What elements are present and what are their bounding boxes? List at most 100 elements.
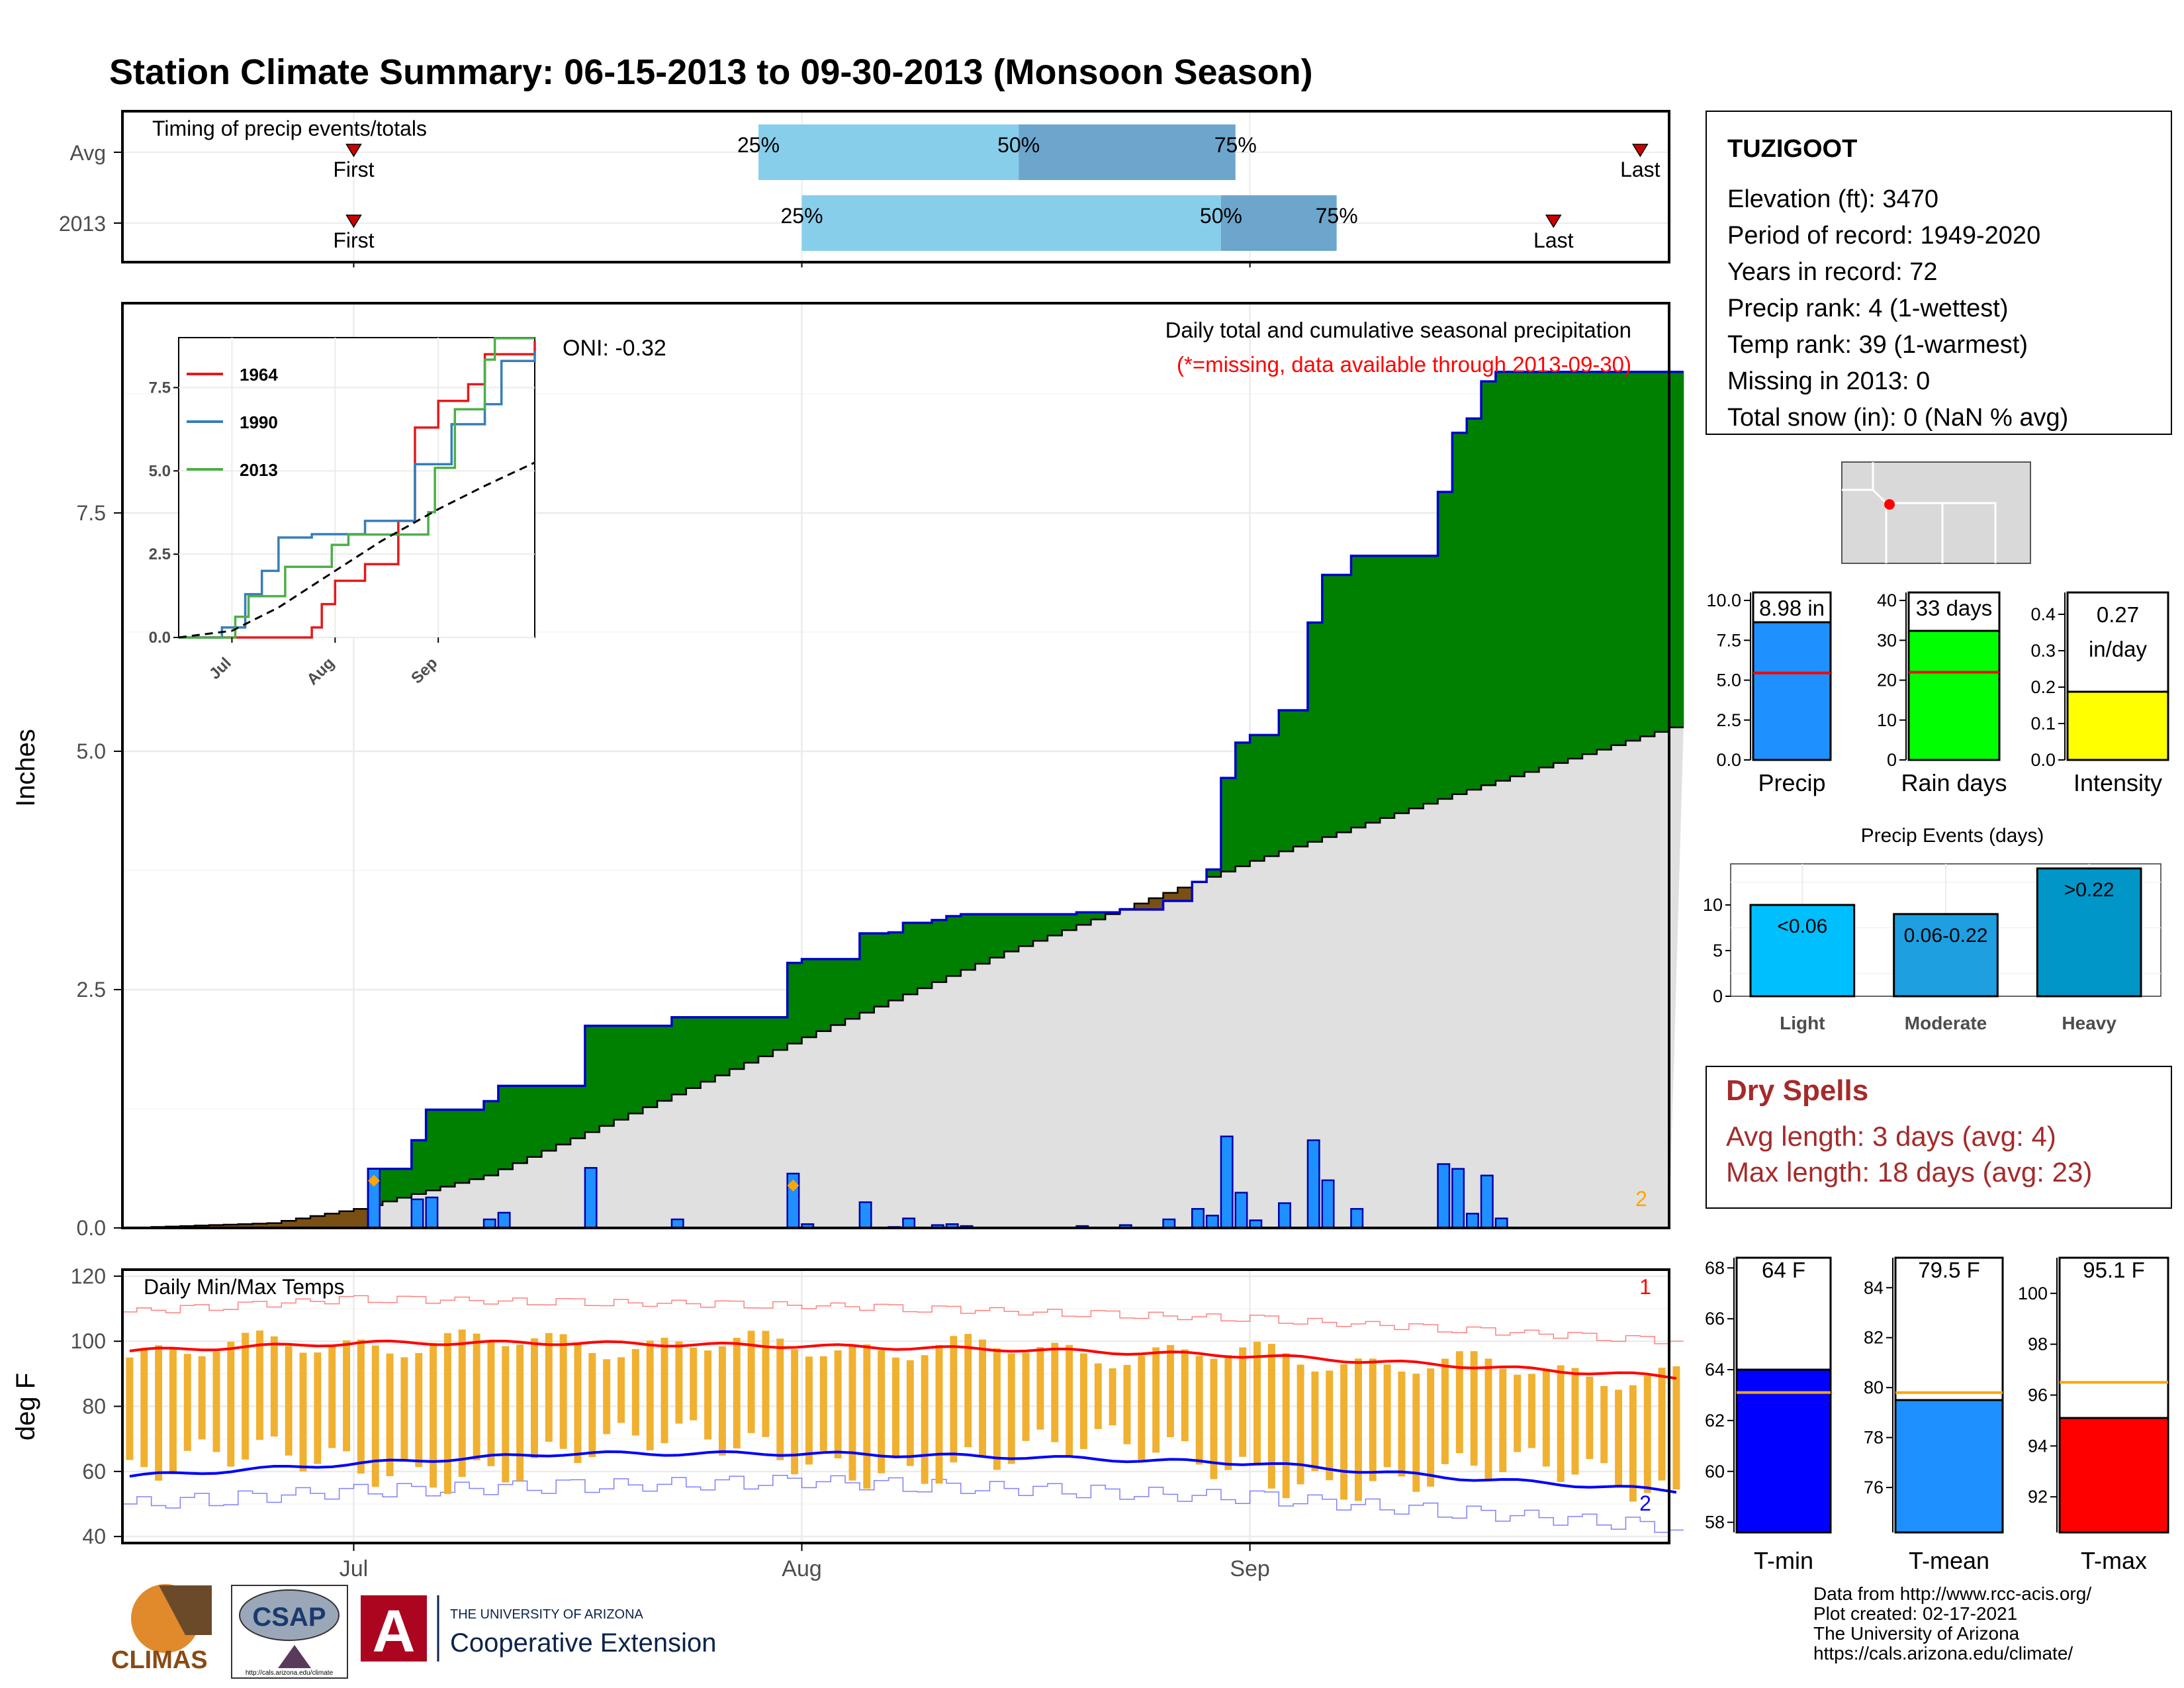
daily-temp-bar (212, 1351, 220, 1452)
daily-temp-bar (1586, 1376, 1594, 1460)
tmin-y-tick-label: 66 (1705, 1309, 1725, 1329)
precip-events-panel: Precip Events (days) <0.06 Light 0.06-0.22… (1703, 806, 2171, 1033)
daily-temp-bar (502, 1346, 510, 1483)
climas-logo-mark (159, 1585, 212, 1635)
record-high-line (122, 1295, 1684, 1344)
temp-x-tick-label: Sep (1230, 1556, 1270, 1581)
daily-temp-bar (415, 1353, 423, 1468)
tmax-value-label: 95.1 F (2083, 1258, 2145, 1282)
daily-temp-bar (921, 1355, 929, 1484)
station-missing: Missing in 2013: 0 (1727, 367, 1930, 395)
daily-temp-bar (183, 1354, 191, 1451)
daily-temp-bar (762, 1331, 770, 1437)
daily-temp-bar (1326, 1370, 1334, 1481)
timing-p50-label: 50% (1200, 204, 1242, 228)
daily-temp-bar (1658, 1368, 1666, 1481)
events-chart: <0.06 Light 0.06-0.22 Moderate >0.22 Heavy 0 5 1… (1703, 863, 2161, 1033)
ua-logo-bottom-text: Cooperative Extension (450, 1628, 716, 1658)
daily-temp-bar (690, 1348, 698, 1421)
legend-label-1990: 1990 (240, 412, 278, 432)
daily-precip-bar (1191, 1207, 1205, 1229)
page-title: Station Climate Summary: 06-15-2013 to 0… (109, 52, 1313, 92)
daily-temp-bar (906, 1360, 914, 1466)
temp-x-tick-label: Jul (340, 1556, 368, 1581)
tmin-bar (1735, 1368, 1832, 1534)
daily-precip-bar (1306, 1139, 1320, 1229)
temp-y-tick-label: 60 (82, 1460, 106, 1483)
rain-days-label: Rain days (1901, 769, 2007, 796)
daily-precip-bar (1494, 1217, 1508, 1229)
daily-precip-bar (1480, 1174, 1494, 1229)
daily-temp-bar (819, 1356, 827, 1451)
intensity-y-tick-label: 0.3 (2030, 641, 2056, 661)
daily-temp-bar (126, 1357, 134, 1460)
daily-temp-bar (155, 1345, 163, 1481)
inset-series-1964 (179, 341, 536, 639)
station-elevation: Elevation (ft): 3470 (1727, 185, 1938, 213)
station-period: Period of record: 1949-2020 (1727, 222, 2040, 250)
daily-temp-bar (805, 1356, 813, 1465)
rain-days-y-tick-label: 10 (1877, 710, 1897, 730)
temp-corner-bottom: 2 (1639, 1491, 1651, 1515)
daily-temp-bar (1455, 1351, 1463, 1454)
dry-spells-title: Dry Spells (1726, 1074, 1868, 1107)
events-category-label: Light (1780, 1013, 1825, 1033)
timing-rows: Avg 25% 50% 75% First Last 2013 25% 50% 75% First L… (59, 113, 1668, 267)
timing-panel-label: Timing of precip events/totals (152, 117, 427, 140)
events-bar-label: 0.06-0.22 (1904, 925, 1988, 947)
daily-temp-bar (1224, 1355, 1232, 1470)
tmean-panel: 76 78 80 82 84 T-mean 79.5 F (1864, 1256, 2005, 1574)
timing-first-label: First (333, 158, 374, 181)
map-region (1841, 461, 2031, 564)
intensity-y-tick-label: 0.4 (2030, 604, 2056, 624)
tmax-panel: 92 94 96 98 100 T-max 95.1 F (2018, 1256, 2171, 1574)
daily-temp-bar (531, 1338, 538, 1458)
station-years: Years in record: 72 (1727, 258, 1938, 286)
daily-temp-bar (545, 1333, 553, 1442)
timing-last-label: Last (1620, 158, 1661, 181)
rain-days-value-label: 33 days (1916, 596, 1993, 620)
daily-temp-bar (270, 1336, 278, 1437)
tmin-y-tick-label: 60 (1705, 1462, 1725, 1481)
season-precip-value-box (1752, 591, 1832, 624)
daily-temp-bar (473, 1333, 480, 1461)
daily-temp-bar (1528, 1374, 1535, 1448)
events-y-tick-label: 0 (1713, 986, 1723, 1006)
daily-temp-bar (1672, 1366, 1680, 1490)
daily-temp-bar (935, 1344, 943, 1484)
ua-logo-block (361, 1595, 427, 1662)
observed-cumulative-line (122, 370, 1684, 1229)
daily-temp-bar (1138, 1356, 1146, 1460)
daily-temp-bar (1167, 1344, 1174, 1438)
temp-x-tick-label: Aug (782, 1556, 822, 1581)
tmean-value-label: 79.5 F (1918, 1258, 1980, 1282)
timing-last-marker (1545, 214, 1562, 228)
temp-y-tick-label: 120 (71, 1264, 106, 1288)
legend-label-2013: 2013 (240, 460, 278, 480)
daily-temp-bar (285, 1346, 293, 1456)
daily-temp-bar (371, 1345, 379, 1487)
daily-temp-bar (791, 1349, 799, 1475)
avg-cumulative-line (122, 726, 1684, 1229)
daily-precip-bar (497, 1211, 511, 1229)
daily-temp-bar (863, 1344, 871, 1489)
inset-y-tick-label: 0.0 (149, 629, 171, 647)
rain-days-y-tick-label: 20 (1877, 671, 1897, 690)
timing-box-lower (801, 195, 1221, 251)
timing-p50-label: 50% (997, 133, 1040, 157)
rain-days-y-tick-label: 0 (1887, 750, 1897, 770)
station-info-frame (1706, 111, 2172, 435)
rain-days-y-tick-label: 30 (1877, 630, 1897, 650)
events-y-tick-label: 5 (1713, 941, 1723, 961)
daily-temp-bar (1499, 1368, 1507, 1473)
daily-temp-bar (675, 1341, 683, 1424)
daily-temp-bar (1412, 1374, 1420, 1492)
inset-legend: 1964 1990 2013 (187, 365, 278, 480)
events-bar-light (1749, 904, 1856, 998)
daily-temp-bar (1007, 1353, 1015, 1464)
inset-y-tick-label: 5.0 (149, 462, 171, 480)
tmin-y-tick-label: 68 (1705, 1258, 1725, 1278)
normal-precip-area (122, 727, 1684, 1228)
